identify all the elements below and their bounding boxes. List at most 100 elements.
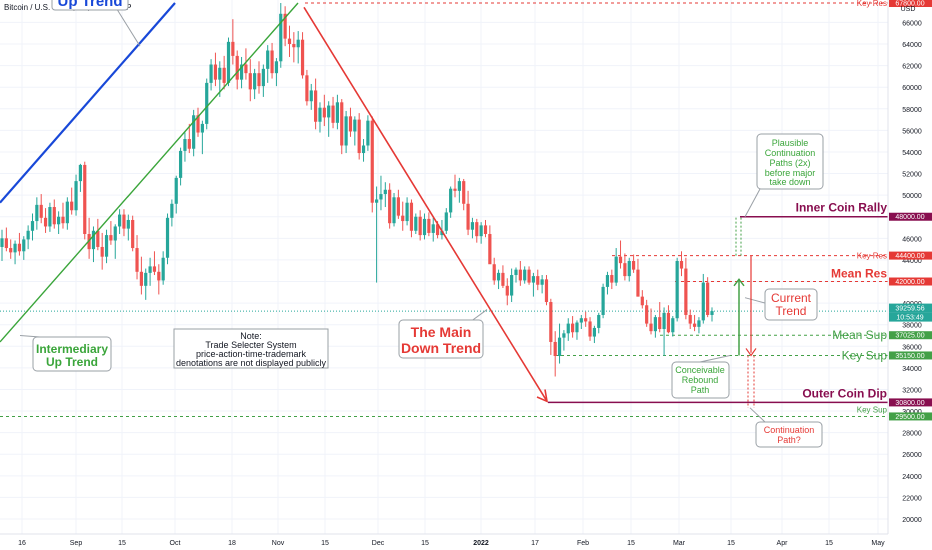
candle-body [379, 194, 383, 200]
candle-body [253, 73, 257, 90]
price-tag-countdown [889, 312, 932, 322]
price-tag-text-current: 39259.56 [895, 306, 924, 313]
main-down-line1: The Main [411, 324, 472, 340]
candle-body [422, 218, 427, 236]
candle-body [170, 203, 174, 218]
continuation-line1: Continuation [764, 425, 815, 435]
candle-body [662, 312, 666, 330]
candle-body [135, 248, 139, 272]
candle-body [514, 269, 518, 276]
price-tag-text-top: 67800.00 [895, 1, 924, 8]
outer-dip-label: Outer Coin Dip [802, 386, 887, 400]
candle-body [605, 275, 610, 287]
note-line3: price-action-time-trademark [196, 349, 307, 359]
candle-body [327, 105, 331, 118]
plausible-line3: Paths (2x) [769, 158, 810, 168]
candle-body [270, 50, 274, 74]
candle-body [388, 189, 392, 224]
candle-body [405, 202, 409, 222]
candle-body [383, 189, 387, 195]
plausible-line1: Plausible [772, 138, 809, 148]
candle-body [523, 269, 527, 281]
candle-body [501, 272, 505, 286]
candle-body [401, 215, 405, 222]
y-tick-label: 60000 [902, 85, 922, 92]
candle-body [466, 203, 470, 230]
candle-body [440, 230, 444, 236]
candle-body [684, 268, 688, 315]
x-tick-label: Feb [577, 540, 589, 547]
candle-body [118, 214, 122, 227]
candle-body [553, 341, 557, 356]
candle-body [340, 102, 344, 146]
candle-body [335, 102, 339, 123]
price-tag-text-mean_sup: 37025.00 [895, 333, 924, 340]
candle-body [222, 67, 226, 83]
candle-body [666, 312, 671, 333]
candle-body [584, 318, 588, 322]
price-tag-inner_rally [889, 212, 932, 221]
candle-body [91, 230, 96, 250]
candle-body [697, 320, 701, 327]
candle-body [266, 50, 270, 69]
y-tick-label: 34000 [902, 366, 922, 373]
candle-body [344, 116, 348, 146]
candle-body [357, 119, 361, 154]
candle-body [279, 13, 283, 62]
candle-body [505, 285, 509, 296]
intermediary-line2: Up Trend [46, 355, 98, 369]
candle-body [631, 261, 636, 270]
price-tag-key_sup [889, 351, 932, 360]
main-down-trend-line [303, 6, 548, 402]
candle-body [13, 243, 17, 253]
x-axis-ticks: 16 Sep 15 Oct 18 Nov 15 Dec 15 2022 17 Feb 15 Mar 15 Ap… [18, 540, 885, 547]
up-trend-line [0, 2, 176, 204]
candle-body [653, 317, 657, 332]
x-tick-label: 17 [531, 540, 539, 547]
current-trend-line2: Trend [776, 304, 807, 318]
y-tick-label: 22000 [902, 495, 922, 502]
candle-body [636, 269, 640, 297]
price-tag-key_res [889, 251, 932, 260]
candle-body [70, 201, 74, 211]
candle-body [83, 164, 87, 235]
price-tag-key_sup_low [889, 412, 932, 421]
candle-body [549, 302, 553, 342]
x-tick-label: 15 [118, 540, 126, 547]
time-axis[interactable] [0, 534, 932, 550]
candle-body [187, 139, 191, 149]
candle-body [614, 256, 618, 283]
candle-body [0, 238, 4, 247]
y-tick-label: 26000 [902, 452, 922, 459]
candle-body [601, 286, 605, 315]
candle-body [483, 225, 488, 235]
candle-body [488, 234, 492, 265]
price-tag-top [889, 0, 932, 7]
candle-body [314, 90, 318, 122]
y-tick-label: 64000 [902, 42, 922, 49]
y-tick-label: 66000 [902, 20, 922, 27]
candle-body [562, 333, 566, 338]
price-tag-text-inner_rally: 48000.00 [895, 214, 924, 221]
candle-body [292, 44, 296, 48]
candle-body [144, 272, 148, 286]
mean-sup-label: Mean Sup [832, 328, 887, 342]
note-box: Note: Trade Selecter System price-action… [173, 328, 329, 369]
y-tick-label: 54000 [902, 150, 922, 157]
candle-body [597, 314, 601, 328]
candle-body [157, 271, 161, 281]
candle-body [479, 225, 483, 237]
candle-body [671, 318, 675, 333]
key-res-top-label: Key Res [857, 0, 887, 8]
price-labels: 67800.00 48000.00 44400.00 42000.00 39259.56… [889, 0, 932, 421]
candle-body [353, 119, 357, 132]
candle-body [17, 243, 22, 252]
note-line4: denotations are not displayed publicly [176, 358, 327, 368]
price-axis[interactable] [888, 0, 932, 534]
x-tick-label: Apr [777, 540, 789, 547]
up-trend-label: Up Trend [51, 0, 129, 11]
candle-body [592, 327, 596, 337]
x-tick-label: 15 [321, 540, 329, 547]
candle-body [205, 82, 209, 124]
